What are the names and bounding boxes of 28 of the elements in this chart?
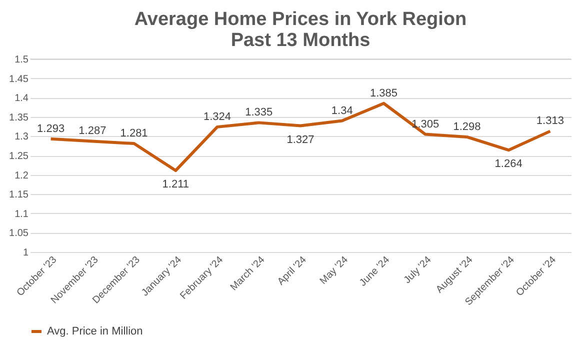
y-tick-label: 1 [22,248,29,258]
data-label: 1.298 [453,120,481,133]
y-tick-label: 1.3 [14,132,29,143]
x-tick-label: July '24 [402,254,434,286]
data-label: 1.327 [286,134,314,146]
data-label: 1.281 [120,128,148,140]
data-label: 1.287 [78,125,106,138]
y-tick-label: 1.2 [14,170,29,182]
data-label: 1.34 [331,104,353,117]
data-label: 1.335 [245,106,273,119]
y-tick-label: 1.35 [9,112,29,124]
y-tick-label: 1.25 [9,151,29,162]
y-tick-label: 1.45 [9,74,29,85]
data-label: 1.264 [494,158,522,170]
legend-label: Avg. Price in Million [47,326,143,338]
chart-title: Average Home Prices in York Region Past 13 Months [134,9,467,51]
y-tick-label: 1.5 [14,54,29,66]
y-tick-label: 1.1 [14,208,29,220]
y-tick-label: 1.4 [14,93,29,104]
data-label: 1.211 [162,178,190,191]
data-label: 1.385 [370,87,398,100]
y-tick-label: 1.15 [9,190,29,201]
y-tick-label: 1.05 [9,228,29,240]
data-label: 1.313 [536,115,564,128]
data-label: 1.324 [204,110,232,123]
x-tick-label: May '24 [318,254,351,287]
data-label: 1.293 [37,122,65,135]
data-label: 1.305 [412,118,440,130]
